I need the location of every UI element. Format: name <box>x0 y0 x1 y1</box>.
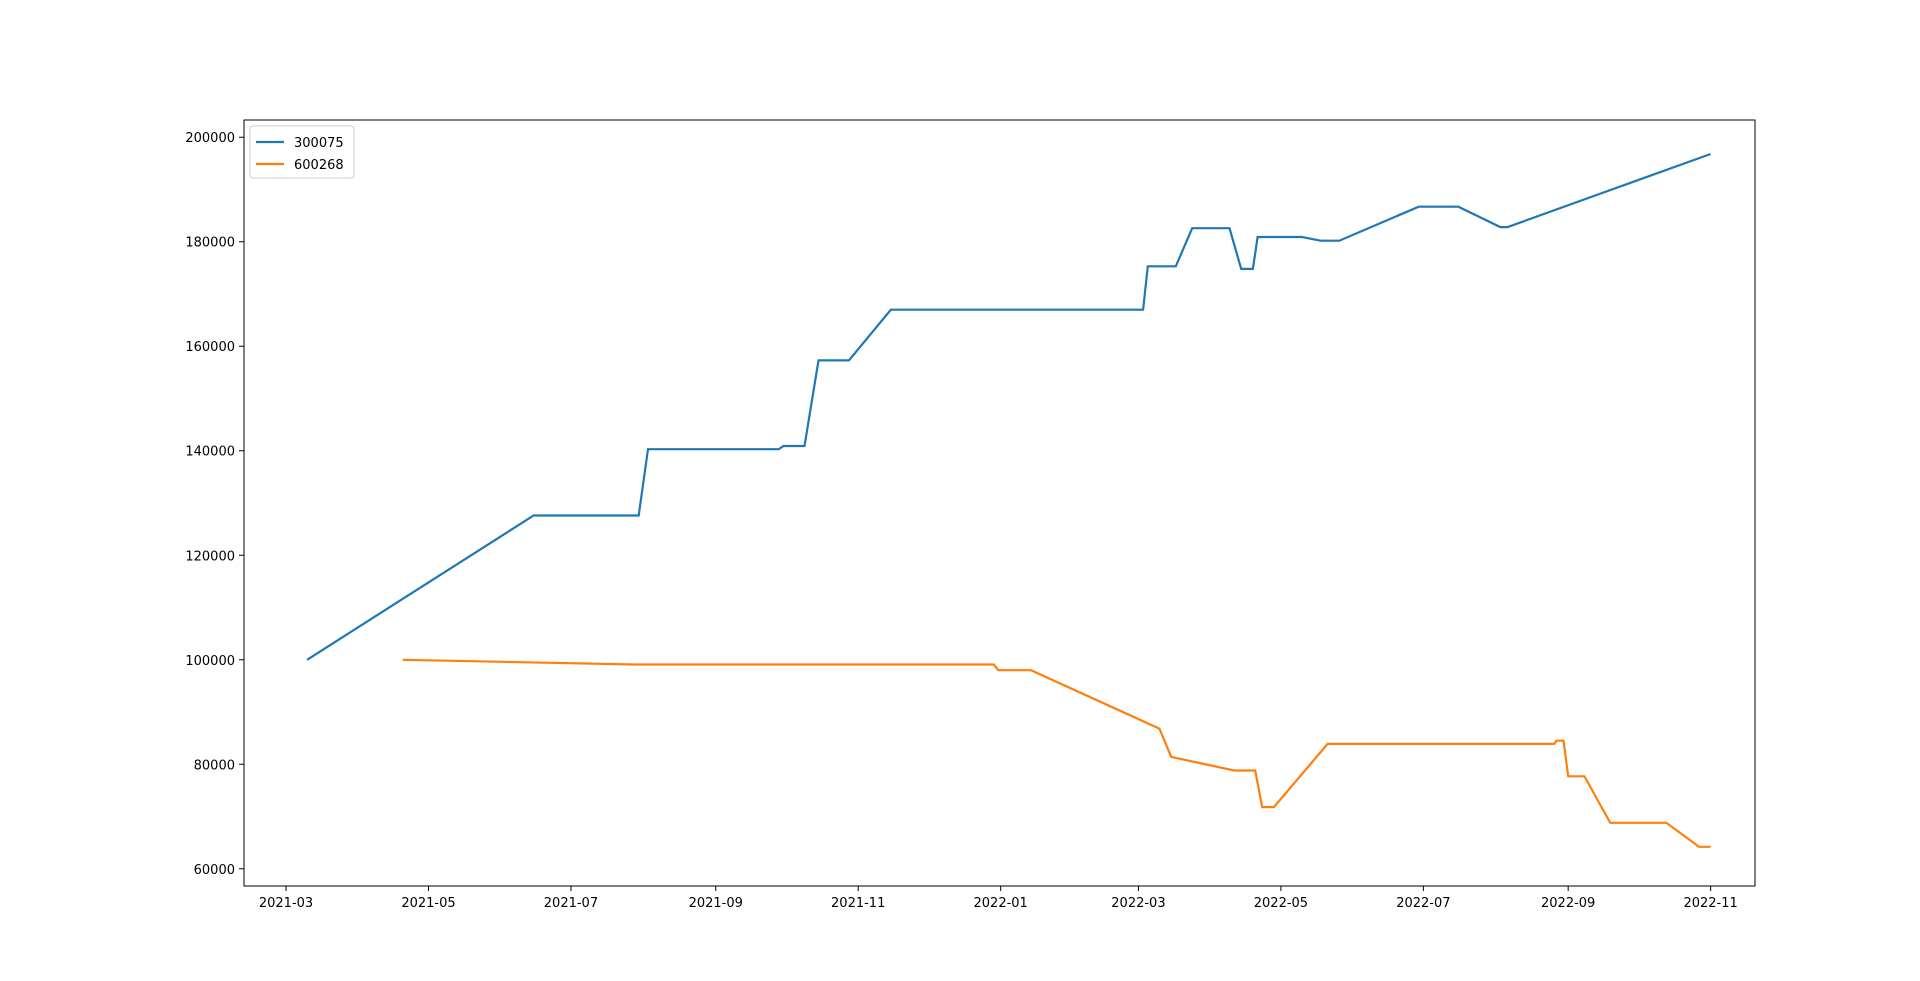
plot-area <box>243 119 1756 887</box>
series-layer <box>306 152 1711 848</box>
y-tick-label: 100000 <box>185 654 235 669</box>
series-line-300075 <box>306 152 1711 661</box>
y-axis: 60000 80000 100000 120000 140000 160000 180000… <box>185 131 244 878</box>
y-tick-label: 120000 <box>185 549 235 564</box>
y-tick-label: 200000 <box>185 131 235 146</box>
y-tick-label: 60000 <box>194 863 235 878</box>
x-tick-label: 2022-01 <box>974 896 1028 911</box>
x-tick-label: 2021-05 <box>401 896 455 911</box>
x-tick-label: 2022-07 <box>1396 896 1450 911</box>
legend: 300075 600268 <box>249 125 355 179</box>
x-tick-label: 2021-07 <box>544 896 598 911</box>
y-tick-label: 80000 <box>194 758 235 773</box>
legend-label: 600268 <box>294 158 344 173</box>
y-tick-label: 180000 <box>185 236 235 251</box>
x-tick-label: 2022-09 <box>1541 896 1595 911</box>
x-tick-label: 2022-11 <box>1683 896 1737 911</box>
x-axis: 2021-03 2021-05 2021-07 2021-09 2021-11 2022-… <box>259 886 1738 911</box>
x-tick-label: 2021-11 <box>831 896 885 911</box>
x-tick-label: 2021-03 <box>259 896 313 911</box>
series-line-600268 <box>402 658 1711 848</box>
x-tick-label: 2022-05 <box>1254 896 1308 911</box>
plot-frame <box>243 119 1756 887</box>
y-tick-label: 140000 <box>185 445 235 460</box>
x-tick-label: 2021-09 <box>689 896 743 911</box>
legend-label: 300075 <box>294 136 344 151</box>
y-tick-label: 160000 <box>185 340 235 355</box>
x-tick-label: 2022-03 <box>1111 896 1165 911</box>
